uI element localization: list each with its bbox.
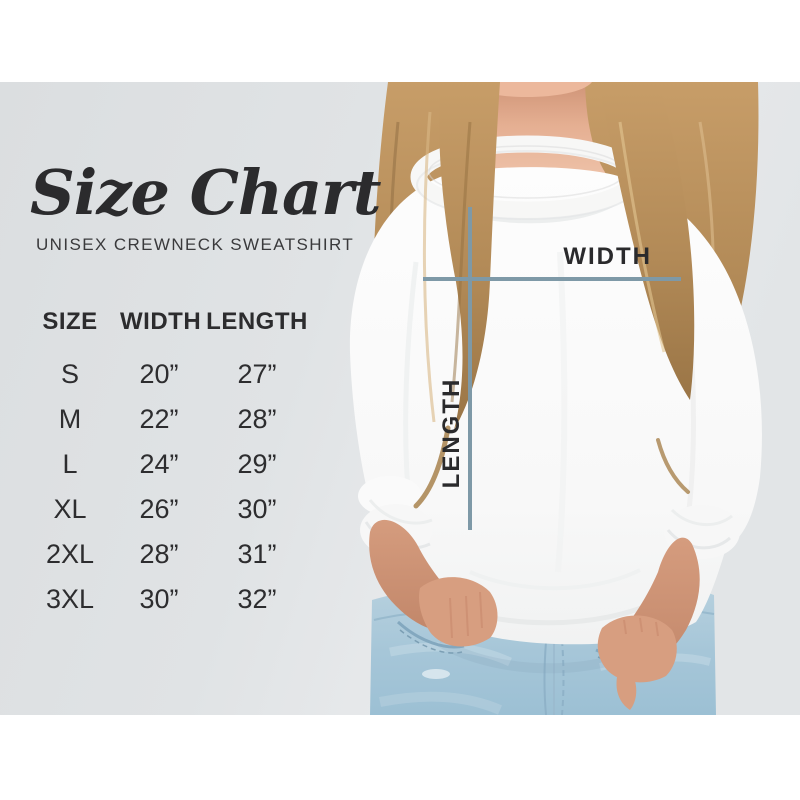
width-cell: 24” (139, 449, 179, 479)
table-row: M 22” 28” (20, 397, 320, 442)
page-subtitle: UNISEX CREWNECK SWEATSHIRT (36, 235, 355, 254)
table-row: L 24” 29” (20, 442, 320, 487)
width-cell: 28” (139, 539, 179, 569)
jeans-fly (543, 641, 547, 715)
size-cell: 2XL (45, 539, 95, 569)
table-header-row: SIZE WIDTH LENGTH (20, 300, 320, 344)
length-measure-line (468, 207, 472, 530)
length-cell: 31” (237, 539, 277, 569)
col-header-width: WIDTH (120, 308, 202, 335)
model-photo (0, 82, 800, 715)
length-cell: 29” (237, 449, 277, 479)
jeans-pocket-left (396, 620, 465, 649)
length-measure-label: LENGTH (438, 377, 465, 489)
table-row: XL 26” 30” (20, 487, 320, 532)
table-row: 2XL 28” 31” (20, 532, 320, 577)
col-header-length: LENGTH (206, 308, 308, 335)
width-cell: 20” (139, 359, 179, 389)
width-cell: 30” (139, 584, 179, 614)
length-cell: 32” (237, 584, 277, 614)
hand-right (597, 615, 677, 710)
col-header-size: SIZE (42, 308, 98, 335)
hand-left (419, 577, 498, 647)
width-cell: 22” (139, 404, 179, 434)
width-cell: 26” (139, 494, 179, 524)
size-cell: L (62, 449, 78, 479)
table-row: 3XL 30” 32” (20, 577, 320, 622)
info-panel: Size Chart UNISEX CREWNECK SWEATSHIRT SI… (0, 82, 381, 715)
length-cell: 30” (237, 494, 277, 524)
size-cell: 3XL (45, 584, 95, 614)
length-cell: 27” (237, 359, 277, 389)
thumb (616, 672, 637, 710)
size-cell: M (58, 404, 82, 434)
size-cell: S (60, 359, 79, 389)
width-measure-label: WIDTH (563, 243, 652, 270)
content-area: WIDTH LENGTH Size Chart UNISEX CREWNECK … (0, 82, 800, 715)
width-measure-line (423, 277, 681, 281)
length-cell: 28” (237, 404, 277, 434)
page-title: Size Chart (30, 156, 381, 229)
distress-mark (422, 669, 450, 679)
size-table: SIZE WIDTH LENGTH S 20” 27” M 22” 28” L … (20, 300, 320, 622)
size-cell: XL (53, 494, 87, 524)
table-row: S 20” 27” (20, 352, 320, 397)
